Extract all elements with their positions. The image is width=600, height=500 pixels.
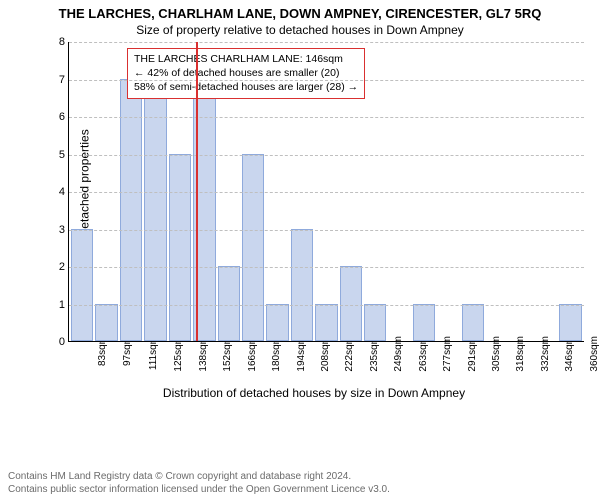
x-tick-label: 152sqm bbox=[222, 336, 233, 372]
bar bbox=[291, 229, 313, 342]
x-tick-label: 138sqm bbox=[198, 336, 209, 372]
bar bbox=[559, 304, 581, 342]
page-title-2: Size of property relative to detached ho… bbox=[0, 21, 600, 37]
x-tick-label: 291sqm bbox=[466, 336, 477, 372]
x-tick-label: 318sqm bbox=[515, 336, 526, 372]
gridline bbox=[69, 80, 584, 81]
gridline bbox=[69, 42, 584, 43]
footer-attribution: Contains HM Land Registry data © Crown c… bbox=[0, 470, 600, 496]
gridline bbox=[69, 305, 584, 306]
y-tick-label: 0 bbox=[49, 336, 65, 348]
bar bbox=[242, 154, 264, 342]
bar bbox=[340, 266, 362, 341]
x-tick-label: 346sqm bbox=[564, 336, 575, 372]
bar bbox=[364, 304, 386, 342]
x-tick-label: 208sqm bbox=[320, 336, 331, 372]
x-tick-label: 111sqm bbox=[148, 336, 159, 370]
chart-area: Number of detached properties 83sqm97sqm… bbox=[44, 42, 584, 382]
gridline bbox=[69, 230, 584, 231]
y-tick-label: 3 bbox=[49, 224, 65, 236]
bar bbox=[169, 154, 191, 342]
bar bbox=[95, 304, 117, 342]
bar bbox=[462, 304, 484, 342]
marker-line bbox=[196, 42, 198, 341]
y-tick-label: 1 bbox=[49, 299, 65, 311]
callout-box: THE LARCHES CHARLHAM LANE: 146sqm ← 42% … bbox=[127, 48, 365, 99]
x-tick-label: 277sqm bbox=[442, 336, 453, 372]
page-title-1: THE LARCHES, CHARLHAM LANE, DOWN AMPNEY,… bbox=[0, 0, 600, 21]
callout-line-1: THE LARCHES CHARLHAM LANE: 146sqm bbox=[134, 52, 358, 66]
x-tick-label: 180sqm bbox=[271, 336, 282, 372]
callout-line-2: ← 42% of detached houses are smaller (20… bbox=[134, 66, 358, 80]
x-tick-label: 125sqm bbox=[173, 336, 184, 372]
y-tick-label: 8 bbox=[49, 36, 65, 48]
x-tick-label: 263sqm bbox=[417, 336, 428, 372]
bar bbox=[218, 266, 240, 341]
x-tick-label: 166sqm bbox=[247, 336, 258, 372]
x-tick-label: 249sqm bbox=[393, 336, 404, 372]
footer-line-1: Contains HM Land Registry data © Crown c… bbox=[8, 470, 592, 483]
x-tick-label: 235sqm bbox=[369, 336, 380, 372]
bar bbox=[315, 304, 337, 342]
bar bbox=[71, 229, 93, 342]
x-tick-label: 194sqm bbox=[295, 336, 306, 372]
footer-line-2: Contains public sector information licen… bbox=[8, 483, 592, 496]
callout-line-3: 58% of semi-detached houses are larger (… bbox=[134, 80, 358, 94]
gridline bbox=[69, 267, 584, 268]
x-tick-label: 360sqm bbox=[588, 336, 599, 372]
y-tick-label: 6 bbox=[49, 111, 65, 123]
bar bbox=[266, 304, 288, 342]
plot-area: 83sqm97sqm111sqm125sqm138sqm152sqm166sqm… bbox=[68, 42, 584, 342]
x-axis-label: Distribution of detached houses by size … bbox=[44, 386, 584, 400]
y-tick-label: 4 bbox=[49, 186, 65, 198]
y-tick-label: 5 bbox=[49, 149, 65, 161]
gridline bbox=[69, 155, 584, 156]
gridline bbox=[69, 192, 584, 193]
gridline bbox=[69, 117, 584, 118]
x-tick-label: 305sqm bbox=[491, 336, 502, 372]
y-tick-label: 7 bbox=[49, 74, 65, 86]
x-tick-label: 222sqm bbox=[344, 336, 355, 372]
bar bbox=[413, 304, 435, 342]
y-tick-label: 2 bbox=[49, 261, 65, 273]
x-tick-label: 332sqm bbox=[540, 336, 551, 372]
